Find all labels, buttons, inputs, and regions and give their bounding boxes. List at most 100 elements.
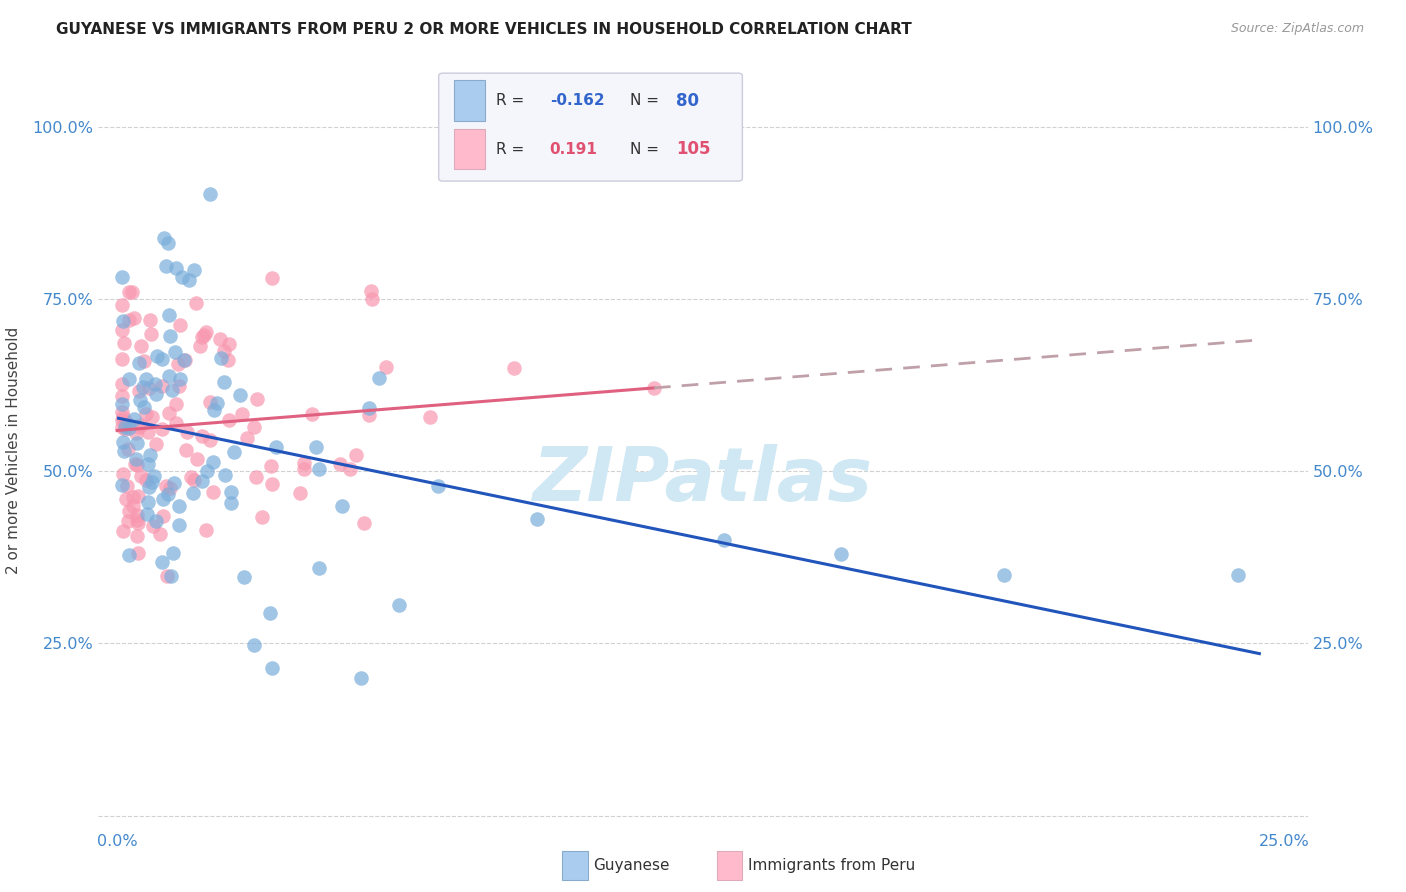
Point <box>156 569 179 583</box>
Point <box>218 336 240 351</box>
Point <box>127 529 149 543</box>
Point <box>308 462 330 476</box>
Point <box>118 549 141 563</box>
Point <box>194 523 217 537</box>
Point <box>353 516 375 531</box>
Point <box>111 405 134 419</box>
Point <box>173 353 195 368</box>
Point <box>294 457 316 471</box>
Point <box>136 425 159 440</box>
Point <box>188 339 211 353</box>
Point <box>150 351 173 366</box>
Point <box>180 470 202 484</box>
Point <box>388 599 411 613</box>
Point <box>157 369 180 384</box>
Point <box>330 500 353 514</box>
Point <box>713 533 735 547</box>
Point <box>131 468 153 483</box>
Point <box>165 260 187 275</box>
Point <box>243 420 266 434</box>
Point <box>195 464 218 478</box>
Point <box>122 411 145 425</box>
Point <box>141 410 163 425</box>
Point <box>212 376 235 390</box>
Point <box>208 332 231 346</box>
Point <box>142 469 165 483</box>
Point <box>219 496 242 510</box>
Point <box>125 452 148 467</box>
Point <box>176 425 198 439</box>
Point <box>643 381 665 395</box>
Point <box>159 569 181 583</box>
Point <box>264 440 287 454</box>
Point <box>260 661 283 675</box>
Text: R =: R = <box>496 142 534 157</box>
Point <box>122 499 145 513</box>
Point <box>360 285 382 299</box>
Point <box>198 434 221 448</box>
Point <box>159 328 181 343</box>
Point <box>191 330 214 344</box>
Point <box>136 457 159 471</box>
Point <box>146 349 169 363</box>
Point <box>231 407 253 421</box>
Point <box>209 351 232 365</box>
Point <box>118 313 141 327</box>
Point <box>114 420 136 434</box>
Point <box>128 420 150 434</box>
Point <box>111 467 134 482</box>
Point <box>526 512 548 526</box>
Point <box>165 344 187 359</box>
Point <box>150 421 173 435</box>
Point <box>160 383 183 397</box>
Point <box>135 372 157 386</box>
Y-axis label: 2 or more Vehicles in Household: 2 or more Vehicles in Household <box>7 326 21 574</box>
Point <box>181 485 204 500</box>
Point <box>243 638 266 652</box>
Point <box>193 328 215 343</box>
Point <box>121 285 143 299</box>
Point <box>136 495 159 509</box>
Point <box>503 360 526 375</box>
Point <box>1226 567 1249 582</box>
Point <box>156 487 179 501</box>
Point <box>308 561 330 575</box>
Point <box>155 479 177 493</box>
Point <box>136 507 159 521</box>
Point <box>112 335 135 350</box>
Point <box>125 425 148 440</box>
Point <box>111 269 134 284</box>
Point <box>117 479 139 493</box>
Point <box>138 380 160 394</box>
Point <box>118 285 141 299</box>
Point <box>357 401 380 415</box>
Point <box>233 570 256 584</box>
Point <box>111 413 134 427</box>
Point <box>374 360 396 375</box>
Point <box>176 442 198 457</box>
Point <box>830 547 852 561</box>
Point <box>111 397 134 411</box>
Point <box>111 352 134 367</box>
Point <box>111 376 134 391</box>
Point <box>219 485 242 500</box>
Point <box>259 606 281 620</box>
Point <box>149 527 172 541</box>
Point <box>129 339 152 353</box>
Point <box>135 408 157 422</box>
Point <box>127 545 149 559</box>
Point <box>112 524 135 538</box>
Point <box>125 508 148 522</box>
Point <box>132 353 155 368</box>
Point <box>205 395 228 409</box>
Point <box>339 462 361 476</box>
Text: Guyanese: Guyanese <box>593 858 669 872</box>
Point <box>111 419 134 434</box>
Point <box>139 448 162 462</box>
Point <box>198 187 221 202</box>
Point <box>114 422 136 436</box>
Point <box>138 480 160 494</box>
Point <box>122 310 145 325</box>
Point <box>111 314 134 328</box>
Text: Source: ZipAtlas.com: Source: ZipAtlas.com <box>1230 22 1364 36</box>
